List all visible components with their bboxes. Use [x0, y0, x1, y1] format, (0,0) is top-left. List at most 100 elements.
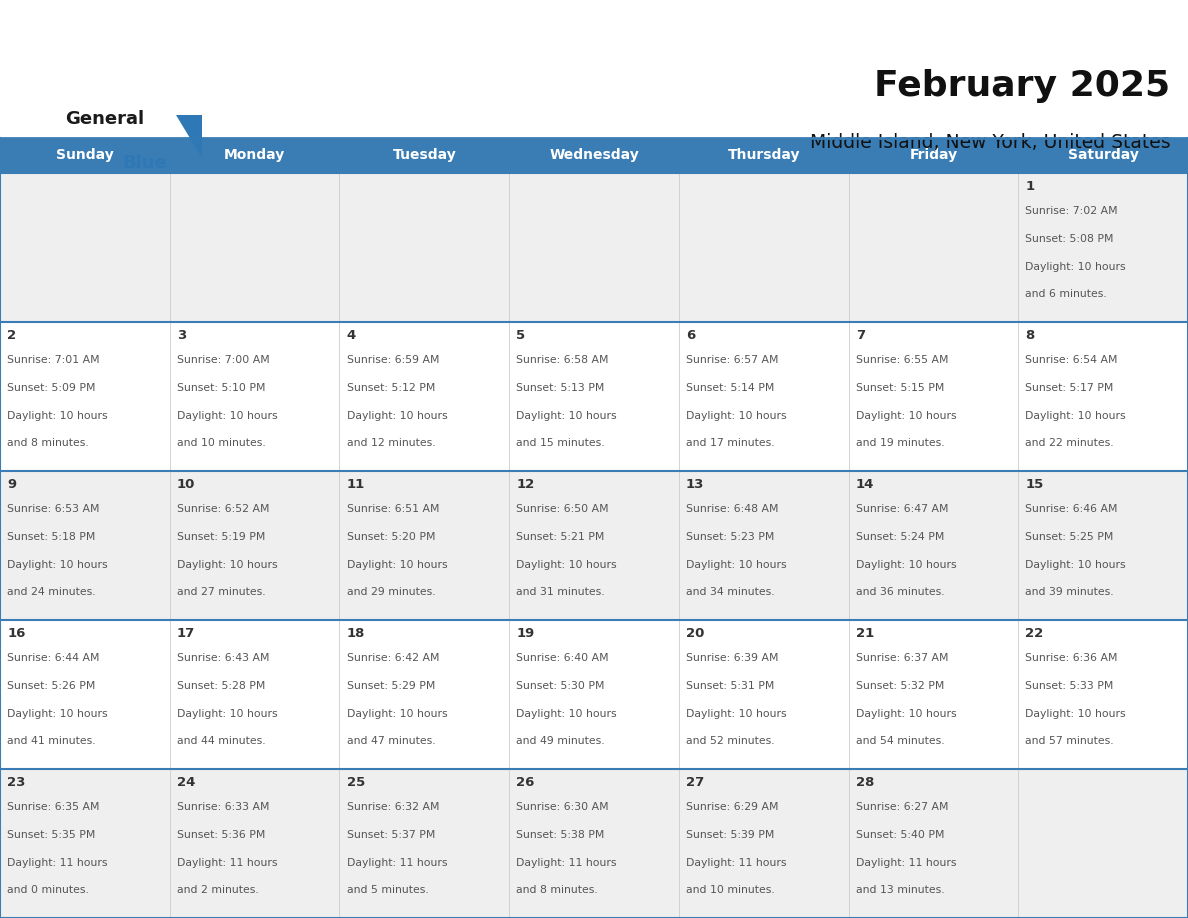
- Text: Daylight: 11 hours: Daylight: 11 hours: [347, 857, 447, 868]
- Text: Sunrise: 6:48 AM: Sunrise: 6:48 AM: [685, 504, 778, 514]
- Text: Monday: Monday: [225, 149, 285, 162]
- Text: Sunset: 5:08 PM: Sunset: 5:08 PM: [1025, 234, 1114, 244]
- Text: and 2 minutes.: and 2 minutes.: [177, 885, 259, 895]
- Text: Sunset: 5:30 PM: Sunset: 5:30 PM: [517, 681, 605, 691]
- Text: 2: 2: [7, 330, 17, 342]
- Text: and 39 minutes.: and 39 minutes.: [1025, 588, 1114, 597]
- Text: 5: 5: [517, 330, 525, 342]
- Text: 4: 4: [347, 330, 356, 342]
- Text: 14: 14: [855, 478, 874, 491]
- Text: Sunset: 5:32 PM: Sunset: 5:32 PM: [855, 681, 944, 691]
- Text: Daylight: 10 hours: Daylight: 10 hours: [1025, 262, 1126, 272]
- Text: Sunrise: 6:53 AM: Sunrise: 6:53 AM: [7, 504, 100, 514]
- Text: Sunset: 5:26 PM: Sunset: 5:26 PM: [7, 681, 95, 691]
- Text: Sunrise: 6:39 AM: Sunrise: 6:39 AM: [685, 654, 778, 664]
- Text: Daylight: 10 hours: Daylight: 10 hours: [517, 709, 617, 719]
- Text: Tuesday: Tuesday: [392, 149, 456, 162]
- Text: and 52 minutes.: and 52 minutes.: [685, 736, 775, 746]
- Text: Sunrise: 6:36 AM: Sunrise: 6:36 AM: [1025, 654, 1118, 664]
- Text: and 57 minutes.: and 57 minutes.: [1025, 736, 1114, 746]
- Text: Sunset: 5:28 PM: Sunset: 5:28 PM: [177, 681, 265, 691]
- Text: Daylight: 11 hours: Daylight: 11 hours: [855, 857, 956, 868]
- Text: Sunset: 5:31 PM: Sunset: 5:31 PM: [685, 681, 775, 691]
- Text: Sunset: 5:14 PM: Sunset: 5:14 PM: [685, 383, 775, 393]
- Text: Daylight: 10 hours: Daylight: 10 hours: [517, 410, 617, 420]
- Bar: [0, 769, 1188, 918]
- Text: Sunrise: 6:37 AM: Sunrise: 6:37 AM: [855, 654, 948, 664]
- Text: Sunset: 5:36 PM: Sunset: 5:36 PM: [177, 830, 265, 840]
- Text: 21: 21: [855, 627, 874, 641]
- Text: Sunday: Sunday: [56, 149, 114, 162]
- Text: and 54 minutes.: and 54 minutes.: [855, 736, 944, 746]
- Polygon shape: [176, 115, 202, 158]
- Text: Daylight: 11 hours: Daylight: 11 hours: [7, 857, 108, 868]
- Text: 8: 8: [1025, 330, 1035, 342]
- Text: and 0 minutes.: and 0 minutes.: [7, 885, 89, 895]
- Text: Sunrise: 6:50 AM: Sunrise: 6:50 AM: [517, 504, 609, 514]
- Text: Sunrise: 7:02 AM: Sunrise: 7:02 AM: [1025, 207, 1118, 217]
- Text: 13: 13: [685, 478, 704, 491]
- Text: Sunset: 5:37 PM: Sunset: 5:37 PM: [347, 830, 435, 840]
- Text: Daylight: 10 hours: Daylight: 10 hours: [177, 410, 278, 420]
- Text: and 27 minutes.: and 27 minutes.: [177, 588, 265, 597]
- Text: Daylight: 11 hours: Daylight: 11 hours: [177, 857, 277, 868]
- Text: and 36 minutes.: and 36 minutes.: [855, 588, 944, 597]
- Text: 20: 20: [685, 627, 704, 641]
- Text: Sunset: 5:17 PM: Sunset: 5:17 PM: [1025, 383, 1114, 393]
- Text: Sunset: 5:29 PM: Sunset: 5:29 PM: [347, 681, 435, 691]
- Text: and 34 minutes.: and 34 minutes.: [685, 588, 775, 597]
- Text: Sunrise: 7:00 AM: Sunrise: 7:00 AM: [177, 355, 270, 365]
- Text: 9: 9: [7, 478, 17, 491]
- Text: Sunrise: 7:01 AM: Sunrise: 7:01 AM: [7, 355, 100, 365]
- Text: Daylight: 11 hours: Daylight: 11 hours: [685, 857, 786, 868]
- Text: Sunrise: 6:43 AM: Sunrise: 6:43 AM: [177, 654, 270, 664]
- Text: Sunrise: 6:46 AM: Sunrise: 6:46 AM: [1025, 504, 1118, 514]
- Text: and 19 minutes.: and 19 minutes.: [855, 438, 944, 448]
- Text: Sunset: 5:35 PM: Sunset: 5:35 PM: [7, 830, 95, 840]
- Text: Sunrise: 6:27 AM: Sunrise: 6:27 AM: [855, 802, 948, 812]
- Text: Sunset: 5:23 PM: Sunset: 5:23 PM: [685, 532, 775, 542]
- Text: Daylight: 10 hours: Daylight: 10 hours: [855, 410, 956, 420]
- Text: and 31 minutes.: and 31 minutes.: [517, 588, 605, 597]
- Text: 17: 17: [177, 627, 195, 641]
- Text: 28: 28: [855, 777, 874, 789]
- Text: Blue: Blue: [122, 154, 168, 173]
- Text: and 10 minutes.: and 10 minutes.: [177, 438, 266, 448]
- Text: Sunset: 5:09 PM: Sunset: 5:09 PM: [7, 383, 95, 393]
- Bar: [0, 173, 1188, 322]
- Text: Sunrise: 6:42 AM: Sunrise: 6:42 AM: [347, 654, 440, 664]
- Text: Sunset: 5:13 PM: Sunset: 5:13 PM: [517, 383, 605, 393]
- Text: Daylight: 10 hours: Daylight: 10 hours: [347, 709, 447, 719]
- Text: Daylight: 10 hours: Daylight: 10 hours: [347, 410, 447, 420]
- Text: Sunset: 5:38 PM: Sunset: 5:38 PM: [517, 830, 605, 840]
- Text: Daylight: 10 hours: Daylight: 10 hours: [177, 709, 278, 719]
- Text: and 29 minutes.: and 29 minutes.: [347, 588, 435, 597]
- Text: and 22 minutes.: and 22 minutes.: [1025, 438, 1114, 448]
- Text: Sunrise: 6:59 AM: Sunrise: 6:59 AM: [347, 355, 440, 365]
- Text: Daylight: 10 hours: Daylight: 10 hours: [855, 709, 956, 719]
- Text: 3: 3: [177, 330, 187, 342]
- Text: Sunset: 5:21 PM: Sunset: 5:21 PM: [517, 532, 605, 542]
- Text: Middle Island, New York, United States: Middle Island, New York, United States: [809, 133, 1170, 152]
- Text: 1: 1: [1025, 180, 1035, 194]
- Text: and 10 minutes.: and 10 minutes.: [685, 885, 775, 895]
- Text: 18: 18: [347, 627, 365, 641]
- Text: 7: 7: [855, 330, 865, 342]
- Text: Sunset: 5:25 PM: Sunset: 5:25 PM: [1025, 532, 1114, 542]
- Text: Sunrise: 6:47 AM: Sunrise: 6:47 AM: [855, 504, 948, 514]
- Text: Daylight: 10 hours: Daylight: 10 hours: [7, 560, 108, 569]
- Text: Sunrise: 6:51 AM: Sunrise: 6:51 AM: [347, 504, 440, 514]
- Text: and 49 minutes.: and 49 minutes.: [517, 736, 605, 746]
- Text: Daylight: 10 hours: Daylight: 10 hours: [685, 560, 786, 569]
- Text: Saturday: Saturday: [1068, 149, 1138, 162]
- Text: and 41 minutes.: and 41 minutes.: [7, 736, 96, 746]
- Text: Daylight: 10 hours: Daylight: 10 hours: [347, 560, 447, 569]
- Text: 26: 26: [517, 777, 535, 789]
- Text: 24: 24: [177, 777, 195, 789]
- Text: and 5 minutes.: and 5 minutes.: [347, 885, 429, 895]
- Text: Sunset: 5:12 PM: Sunset: 5:12 PM: [347, 383, 435, 393]
- Text: Sunset: 5:10 PM: Sunset: 5:10 PM: [177, 383, 265, 393]
- Text: Sunrise: 6:54 AM: Sunrise: 6:54 AM: [1025, 355, 1118, 365]
- Text: Sunset: 5:40 PM: Sunset: 5:40 PM: [855, 830, 944, 840]
- Text: 16: 16: [7, 627, 25, 641]
